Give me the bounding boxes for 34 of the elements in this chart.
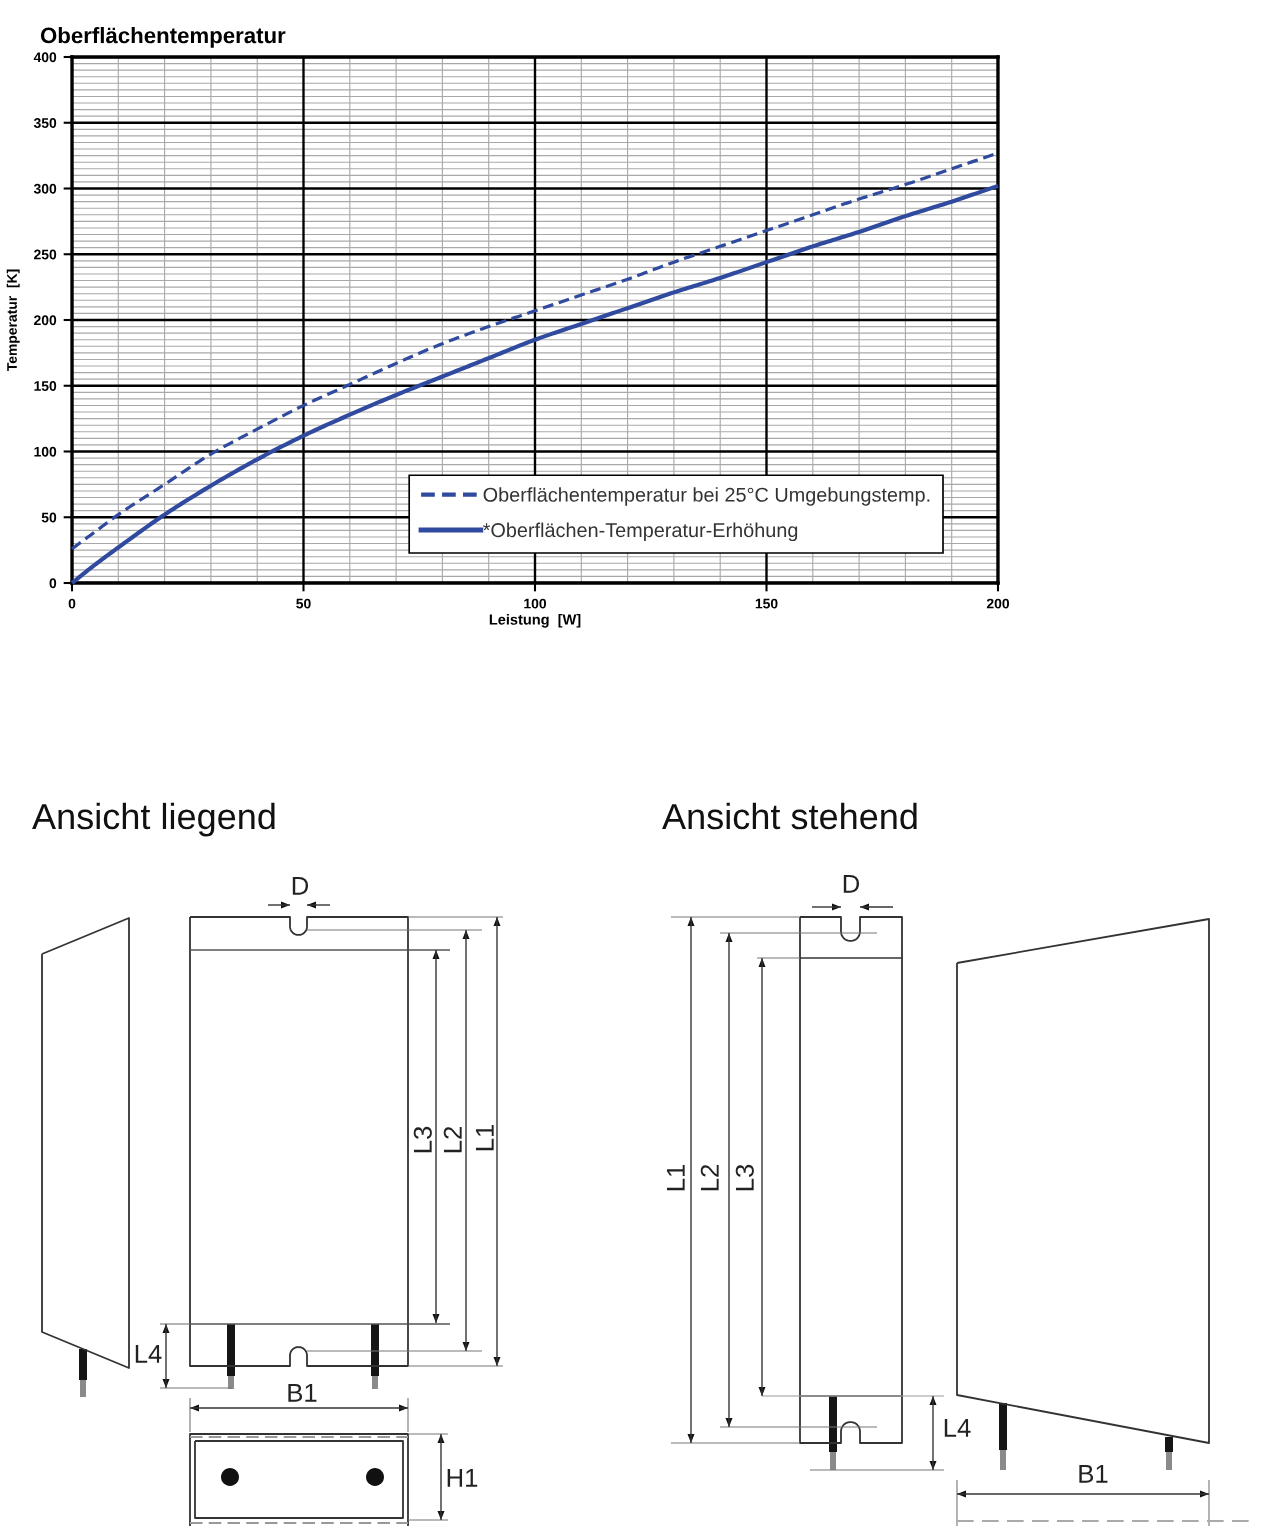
text: D <box>843 874 860 893</box>
text: L4 <box>944 1418 971 1437</box>
x-axis-title: Leistung [W] <box>489 614 581 628</box>
y-tick-label: 0 <box>49 578 57 589</box>
text: L1 <box>666 1164 685 1191</box>
y-tick-label: 150 <box>34 381 57 391</box>
x-tick-label: 150 <box>755 598 778 609</box>
text: L2 <box>443 1127 462 1153</box>
x-tick-label: 0 <box>68 598 76 609</box>
text: B1 <box>1079 1464 1108 1483</box>
y-tick-label: 400 <box>33 52 57 63</box>
text: L1 <box>475 1124 494 1151</box>
y-axis-title: Temperatur [K] <box>6 269 20 372</box>
text: L4 <box>135 1344 162 1363</box>
y-tick-label: 250 <box>34 249 57 260</box>
text: L3 <box>735 1164 754 1191</box>
legend-label: Oberflächentemperatur bei 25°C Umgebungstemp. <box>483 487 930 506</box>
text: Ansicht stehend <box>662 802 917 830</box>
y-tick-label: 350 <box>33 118 57 128</box>
x-tick-label: 100 <box>524 598 547 609</box>
text: L2 <box>700 1165 719 1191</box>
chart-title: Oberflächentemperatur <box>40 27 286 48</box>
text: L3 <box>413 1126 432 1153</box>
text: B1 <box>288 1383 317 1402</box>
text: D <box>292 876 309 895</box>
y-tick-label: 200 <box>34 315 57 326</box>
legend-label: *Oberflächen-Temperatur-Erhöhung <box>483 522 798 542</box>
x-tick-label: 200 <box>986 598 1010 609</box>
y-tick-label: 50 <box>41 512 57 523</box>
y-tick-label: 300 <box>33 183 57 194</box>
x-tick-label: 50 <box>296 598 311 609</box>
y-tick-label: 100 <box>34 446 57 457</box>
text: H1 <box>447 1468 478 1487</box>
text: Ansicht liegend <box>32 802 275 837</box>
